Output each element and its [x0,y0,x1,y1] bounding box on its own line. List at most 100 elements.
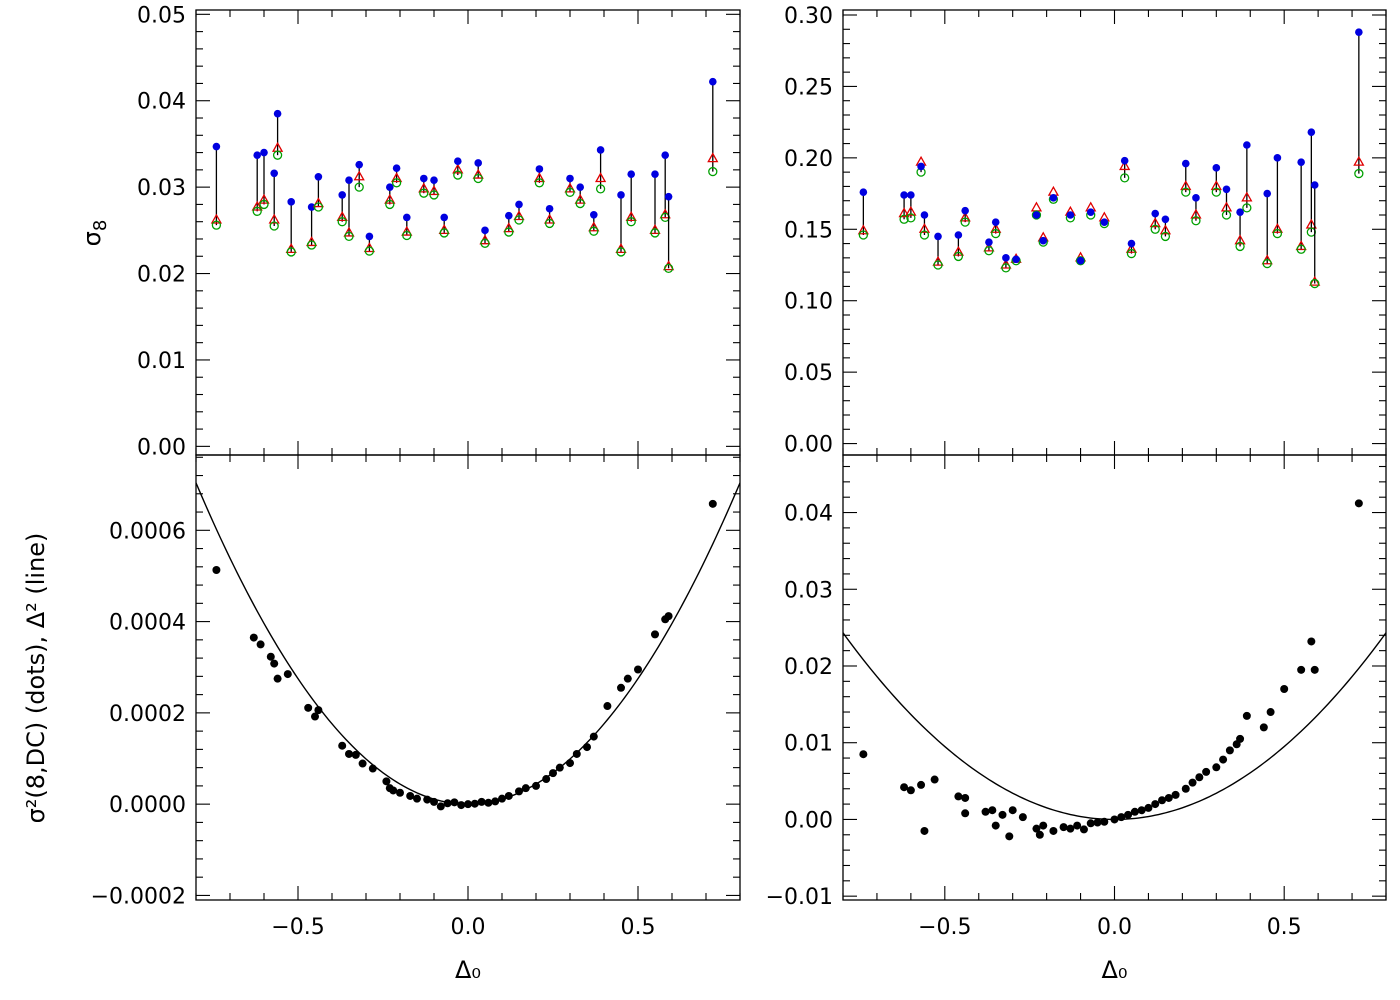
blue-dot-marker [1161,215,1170,224]
y-tick-label: 0.20 [784,147,833,172]
data-dot [314,706,323,715]
green-circle-marker [953,251,964,262]
green-circle-marker [1310,278,1320,289]
green-circle-marker [354,182,364,192]
data-dot [338,741,347,750]
red-triangle-marker [384,193,396,204]
red-triangle-marker [918,222,931,233]
y-tick-label: −0.01 [766,885,833,910]
blue-dot-marker [386,183,394,191]
data-dot [515,787,523,796]
green-circle-marker [1242,203,1252,213]
data-dot [1259,723,1268,732]
green-circle-marker [385,199,395,210]
blue-dot-marker [273,109,282,118]
blue-dot-marker [1307,128,1316,136]
blue-dot-marker [1297,158,1305,166]
data-dot [1100,817,1109,826]
red-triangle-marker [1159,224,1172,235]
green-circle-marker [1296,244,1306,254]
data-dot [273,674,282,683]
blue-dot-marker [1310,181,1319,189]
blue-dot-marker [440,213,449,222]
data-dot [1130,807,1139,816]
green-circle-marker [575,198,585,209]
blue-dot-marker [1120,156,1129,165]
data-dot [470,799,479,808]
blue-dot-marker [934,232,942,241]
red-triangle-marker [1353,155,1365,166]
x-axis-title: Δ₀ [455,956,481,984]
plot-area [857,28,1365,289]
data-dot [651,630,659,639]
blue-dot-marker [1086,208,1095,216]
green-circle-marker [595,184,606,194]
panel-bottom-left: −0.0002 0.0000 0.0002 0.0004 0.0006 −0.5 0.0 0.… [91,454,741,984]
y-tick-label: 0.00 [137,435,186,460]
blue-dot-marker [253,151,261,159]
data-dot [859,750,868,759]
green-circle-marker [286,247,296,257]
blue-dot-marker [403,213,411,222]
green-circle-marker [1160,231,1171,242]
red-triangle-marker [1210,180,1222,191]
green-circle-marker [269,221,279,231]
data-dot [450,798,459,807]
green-circle-marker [534,178,545,188]
green-circle-marker [504,227,514,237]
green-circle-marker [1075,256,1086,266]
data-dot [1110,815,1119,824]
blue-dot-marker [1212,164,1221,172]
y-tick-label: 0.03 [137,176,186,201]
green-circle-marker [933,260,943,270]
data-dot [1225,746,1234,755]
y-tick-label: 0.30 [784,4,833,29]
y-tick-label: 0.04 [137,90,186,115]
blue-dot-marker [1076,256,1085,265]
red-triangle-marker [452,163,464,174]
data-dot [368,764,377,773]
blue-dot-marker [1192,194,1200,202]
x-tick-label: 0.0 [1097,915,1132,940]
blue-dot-marker [545,204,554,213]
red-triangle-marker [428,185,440,196]
data-dot [1035,830,1044,839]
y-tick-label: 0.02 [137,263,186,288]
y-tick-label: 0.15 [784,218,833,243]
data-dot [954,792,963,801]
delta-squared-line [843,632,1386,821]
data-dot [988,806,997,815]
x-axis-title: Δ₀ [1101,956,1127,984]
data-dot [430,797,438,806]
blue-dot-marker [345,176,353,185]
y-tick-label: 0.01 [784,732,833,757]
y-tick-label: 0.10 [784,290,833,315]
data-dot [382,777,391,786]
blue-dot-marker [270,169,279,178]
y-axis-title-bottom: σ²(8,DC) (dots), Δ² (line) [22,533,50,824]
red-triangle-marker [513,210,525,221]
y-tick-label: 0.0006 [109,519,186,544]
red-triangle-marker [418,182,430,193]
red-triangle-marker [1271,222,1284,233]
data-dot [521,784,530,793]
x-tick-label: −0.5 [918,915,971,940]
data-dot [443,799,452,808]
y-tick-label: −0.0002 [91,884,186,909]
data-dot [542,775,551,784]
blue-dot-marker [454,157,462,166]
data-dot [1032,824,1041,833]
data-dot [484,798,493,807]
blue-dot-marker [392,164,401,172]
red-triangle-marker [662,260,675,271]
data-dot [1354,499,1363,508]
data-dot [623,674,632,683]
green-circle-marker [337,217,347,227]
green-circle-marker [565,187,575,197]
blue-dot-marker [420,174,428,183]
y-tick-label: 0.25 [784,75,833,100]
y-tick-label: 0.0000 [109,793,186,818]
blue-dot-marker [1039,236,1048,245]
panel-top-left: 0.00 0.01 0.02 0.03 0.04 0.05 [137,3,741,460]
green-circle-marker [589,226,599,236]
